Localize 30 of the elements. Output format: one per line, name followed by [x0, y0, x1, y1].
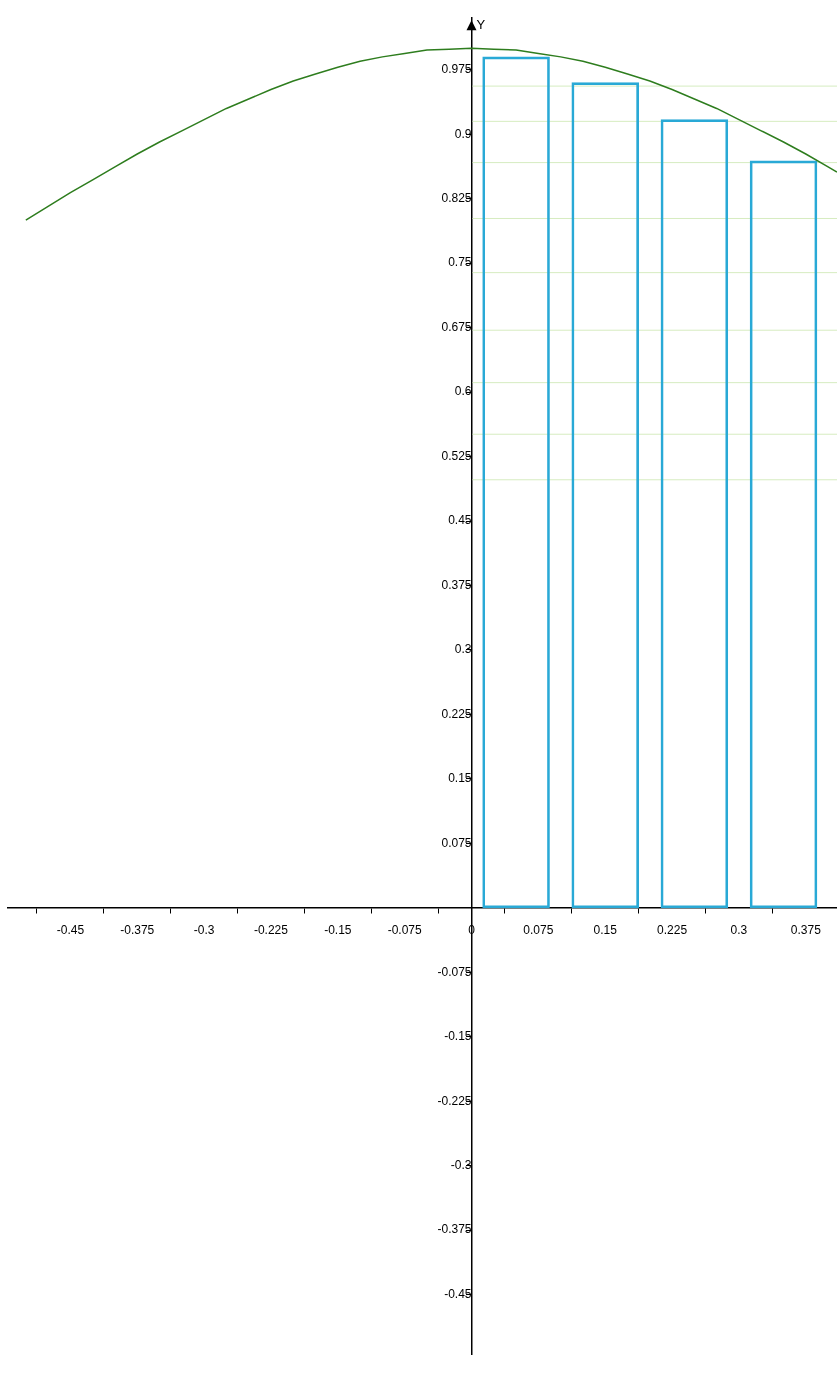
y-tick-label: -0.225 — [437, 1093, 472, 1108]
x-tick-label: 0.375 — [790, 923, 822, 938]
y-tick-label: 0.225 — [441, 706, 472, 721]
y-tick-label: 0.6 — [454, 384, 472, 399]
x-tick-label: 0.15 — [593, 923, 618, 938]
y-tick-label: 0.3 — [454, 642, 472, 657]
y-axis-title: Y — [476, 17, 486, 33]
y-tick-label: -0.45 — [444, 1286, 472, 1301]
y-tick-label: -0.3 — [450, 1158, 472, 1173]
y-tick-label: 0.525 — [441, 448, 472, 463]
y-tick-label: 0.075 — [441, 835, 472, 850]
x-tick-label: 0.3 — [730, 923, 748, 938]
y-tick-label: 0.75 — [448, 255, 472, 270]
y-tick-label: 0.15 — [448, 771, 472, 786]
x-tick-label: -0.375 — [120, 923, 155, 938]
x-tick-label: -0.225 — [253, 923, 289, 938]
x-tick-label: -0.15 — [324, 923, 352, 938]
y-tick-label: 0.675 — [441, 319, 472, 334]
x-tick-label: -0.075 — [387, 923, 423, 938]
y-tick-label: 0.45 — [448, 513, 472, 528]
y-tick-label: 0.975 — [441, 62, 472, 77]
y-tick-label: -0.375 — [437, 1222, 472, 1237]
x-tick-label: 0.225 — [657, 923, 688, 938]
x-tick-label: 0.075 — [523, 923, 554, 938]
x-tick-label: -0.3 — [193, 923, 215, 938]
y-tick-label: 0.375 — [441, 577, 472, 592]
y-tick-label: 0.825 — [441, 191, 472, 206]
y-tick-label: -0.075 — [437, 964, 472, 979]
y-tick-label: -0.15 — [444, 1029, 472, 1044]
x-tick-label: -0.45 — [56, 923, 85, 938]
